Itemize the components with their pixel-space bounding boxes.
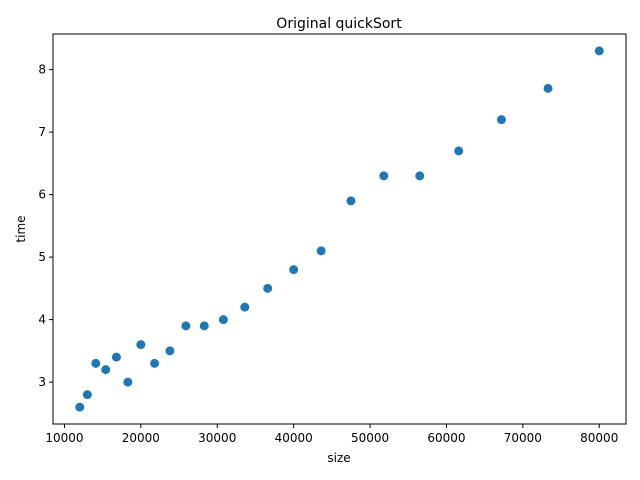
x-tick-label: 50000 [351,431,389,445]
plot-frame [52,33,627,425]
y-tick-label: 7 [38,125,46,139]
data-point [136,340,146,350]
x-tick-label: 20000 [122,431,160,445]
data-point [316,246,326,256]
data-point [101,365,111,375]
data-point [218,315,228,325]
y-tick-label: 5 [38,250,46,264]
data-point [379,171,389,181]
data-point [75,402,85,412]
data-point [346,196,356,206]
data-point [123,377,133,387]
x-tick-label: 80000 [580,431,618,445]
data-point [263,283,273,293]
x-tick-label: 30000 [198,431,236,445]
data-point [454,146,464,156]
x-axis-ticks: 10000 20000 30000 40000 50000 60000 70000 80000 [45,424,618,445]
y-tick-label: 4 [38,313,46,327]
x-axis-label: size [327,451,350,465]
chart-title: Original quickSort [276,16,402,32]
data-point [594,46,604,56]
y-tick-label: 3 [38,375,46,389]
x-tick-label: 40000 [275,431,313,445]
data-point [289,265,299,275]
data-point [543,83,553,93]
data-point [181,321,191,331]
y-tick-label: 6 [38,188,46,202]
data-point [82,390,92,400]
data-point [111,352,121,362]
data-point [496,115,506,125]
y-tick-label: 8 [38,63,46,77]
y-axis-label: time [14,215,28,242]
data-point [150,358,160,368]
x-tick-label: 70000 [504,431,542,445]
data-points [75,46,604,412]
data-point [415,171,425,181]
data-point [165,346,175,356]
x-tick-label: 60000 [427,431,465,445]
y-axis-ticks: 3 4 5 6 7 8 [38,63,53,389]
x-tick-label: 10000 [45,431,83,445]
data-point [91,358,101,368]
data-point [240,302,250,312]
data-point [199,321,209,331]
